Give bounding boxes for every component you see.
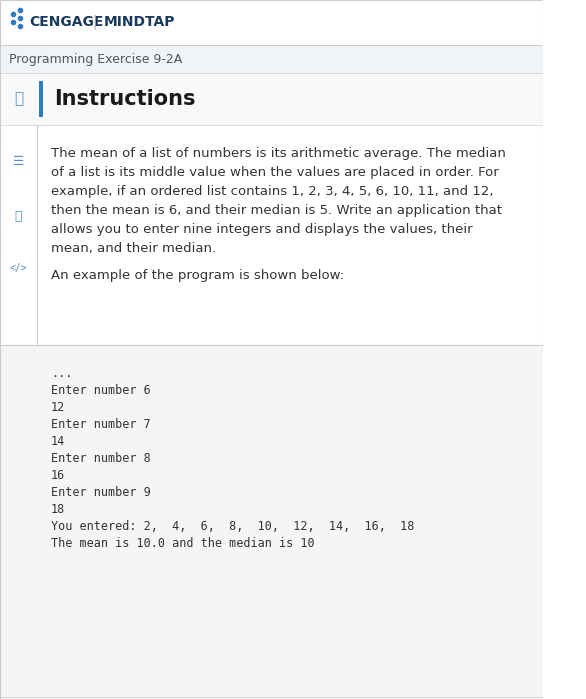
Text: Enter number 6: Enter number 6 <box>51 384 151 397</box>
Bar <box>0 345 543 699</box>
Text: mean, and their median.: mean, and their median. <box>51 242 216 255</box>
Text: ...: ... <box>51 367 72 380</box>
Text: of a list is its middle value when the values are placed in order. For: of a list is its middle value when the v… <box>51 166 499 179</box>
Text: Enter number 9: Enter number 9 <box>51 486 151 499</box>
Text: MINDTAP: MINDTAP <box>104 15 175 29</box>
Bar <box>0 45 543 73</box>
Text: allows you to enter nine integers and displays the values, their: allows you to enter nine integers and di… <box>51 223 472 236</box>
Bar <box>0 73 543 125</box>
Text: Instructions: Instructions <box>54 89 195 109</box>
Text: example, if an ordered list contains 1, 2, 3, 4, 5, 6, 10, 11, and 12,: example, if an ordered list contains 1, … <box>51 185 493 198</box>
Text: then the mean is 6, and their median is 5. Write an application that: then the mean is 6, and their median is … <box>51 204 502 217</box>
Text: The mean is 10.0 and the median is 10: The mean is 10.0 and the median is 10 <box>51 537 315 550</box>
Text: The mean of a list of numbers is its arithmetic average. The median: The mean of a list of numbers is its ari… <box>51 147 506 160</box>
Text: You entered: 2,  4,  6,  8,  10,  12,  14,  16,  18: You entered: 2, 4, 6, 8, 10, 12, 14, 16,… <box>51 520 414 533</box>
Text: An example of the program is shown below:: An example of the program is shown below… <box>51 269 344 282</box>
Text: Programming Exercise 9-2A: Programming Exercise 9-2A <box>9 52 182 66</box>
Bar <box>0 0 543 45</box>
Text: ☰: ☰ <box>13 155 24 168</box>
Text: Enter number 7: Enter number 7 <box>51 418 151 431</box>
Text: 📊: 📊 <box>15 210 22 223</box>
Text: Enter number 8: Enter number 8 <box>51 452 151 465</box>
Text: |: | <box>93 15 97 29</box>
Bar <box>39 81 43 117</box>
Text: </>: </> <box>10 263 28 273</box>
Text: 12: 12 <box>51 401 65 414</box>
Bar <box>0 125 543 345</box>
Text: 16: 16 <box>51 469 65 482</box>
Text: 📖: 📖 <box>14 92 23 106</box>
Text: 18: 18 <box>51 503 65 516</box>
Text: CENGAGE: CENGAGE <box>30 15 104 29</box>
Text: 14: 14 <box>51 435 65 448</box>
